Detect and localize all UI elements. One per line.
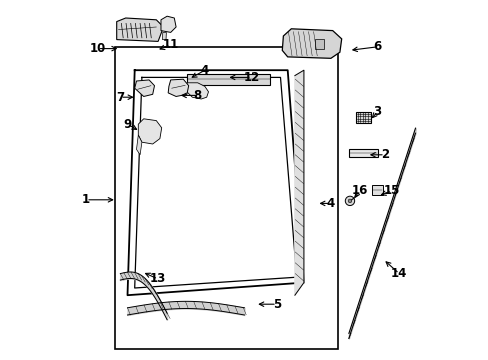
Text: 3: 3 xyxy=(373,105,381,118)
Polygon shape xyxy=(186,83,208,99)
Polygon shape xyxy=(168,79,188,96)
Bar xyxy=(115,47,337,349)
Text: 11: 11 xyxy=(162,39,179,51)
Text: 13: 13 xyxy=(150,273,166,285)
Polygon shape xyxy=(134,80,154,96)
Text: 7: 7 xyxy=(116,91,124,104)
Text: 12: 12 xyxy=(243,71,259,84)
Text: 15: 15 xyxy=(383,184,400,197)
Text: 14: 14 xyxy=(390,267,407,280)
Text: 8: 8 xyxy=(193,89,202,102)
Polygon shape xyxy=(138,119,162,144)
Text: 10: 10 xyxy=(89,42,105,55)
Text: 2: 2 xyxy=(380,148,388,161)
Bar xyxy=(371,185,382,195)
Polygon shape xyxy=(282,29,341,58)
Text: 6: 6 xyxy=(373,40,381,53)
Polygon shape xyxy=(162,32,166,40)
Bar xyxy=(186,74,269,85)
Polygon shape xyxy=(161,16,176,32)
Polygon shape xyxy=(294,70,303,295)
Text: 4: 4 xyxy=(326,197,334,210)
Circle shape xyxy=(345,196,354,206)
Text: 5: 5 xyxy=(272,298,281,311)
Text: 1: 1 xyxy=(82,193,90,206)
Text: 4: 4 xyxy=(201,64,208,77)
Circle shape xyxy=(347,199,351,203)
Text: 9: 9 xyxy=(123,118,131,131)
Polygon shape xyxy=(117,18,163,41)
Bar xyxy=(348,149,377,157)
Polygon shape xyxy=(136,135,142,155)
Bar xyxy=(355,112,370,123)
Bar xyxy=(314,39,323,49)
Text: 16: 16 xyxy=(351,184,367,197)
